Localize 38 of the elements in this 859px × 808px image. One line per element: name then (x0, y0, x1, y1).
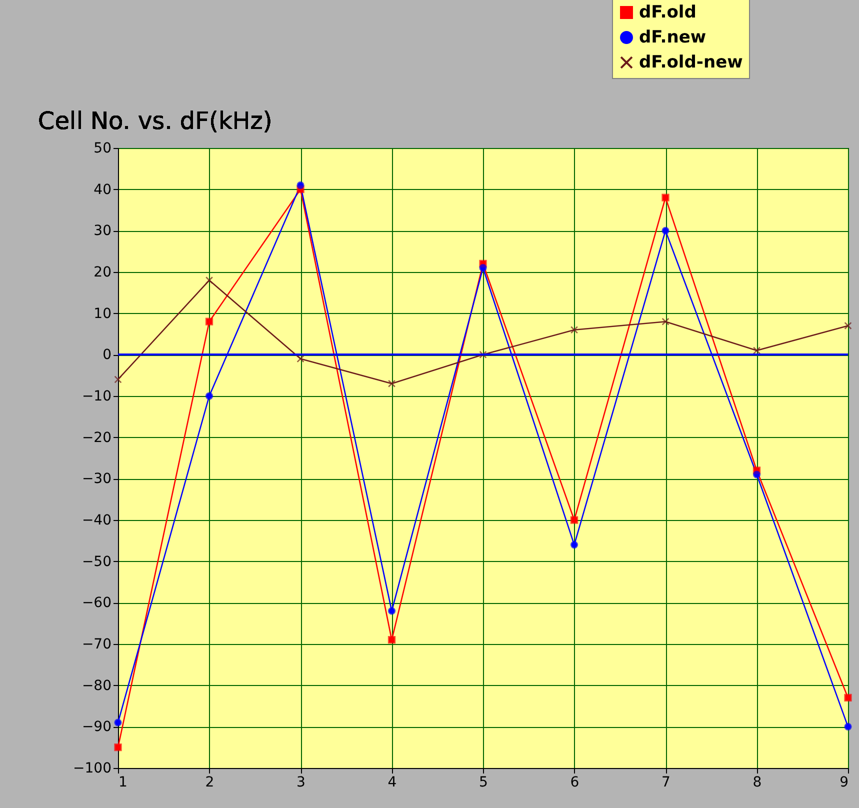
y-tick-label: −60 (82, 595, 112, 612)
y-tick-label: −10 (82, 388, 112, 404)
y-tick-label: −90 (82, 719, 112, 736)
y-tick-label: −20 (82, 430, 112, 446)
point (752, 346, 761, 354)
y-tick-label: 30 (94, 223, 112, 240)
point (296, 354, 304, 363)
y-tick-label: −50 (82, 554, 112, 570)
legend-label: dF.new (639, 28, 706, 48)
x-tick-label: 1 (118, 774, 128, 790)
legend-label: dF.old (639, 2, 696, 22)
point (114, 376, 122, 384)
x-tick-label: 2 (205, 774, 214, 790)
x-tick-label: 6 (570, 774, 580, 790)
point (844, 322, 852, 330)
x-tick-label: 3 (296, 774, 306, 790)
y-tick-label: −80 (82, 678, 112, 694)
y-tick-label: −30 (82, 471, 112, 488)
y-tick-label: 40 (94, 182, 112, 198)
x-tick-label: 7 (662, 774, 670, 790)
x-tick-label: 8 (752, 774, 762, 790)
chart-title: Cell No. vs. dF(kHz) (38, 107, 272, 135)
y-tick-label: −100 (73, 760, 112, 776)
y-tick-label: 50 (94, 140, 112, 156)
y-tick-label: 0 (102, 347, 112, 364)
y-tick-label: −40 (82, 512, 112, 528)
y-tick-label: −70 (82, 636, 112, 652)
y-tick-label: 10 (94, 306, 112, 322)
x-tick-label: 5 (479, 774, 488, 790)
x-tick-label: 4 (388, 774, 397, 790)
y-tick-label: 20 (94, 264, 112, 280)
point (479, 350, 487, 358)
point (388, 380, 396, 388)
point (205, 276, 214, 284)
legend-label: dF.old-new (639, 52, 744, 72)
x-tick-label: 9 (840, 774, 848, 790)
point (662, 318, 670, 326)
point (570, 326, 578, 334)
